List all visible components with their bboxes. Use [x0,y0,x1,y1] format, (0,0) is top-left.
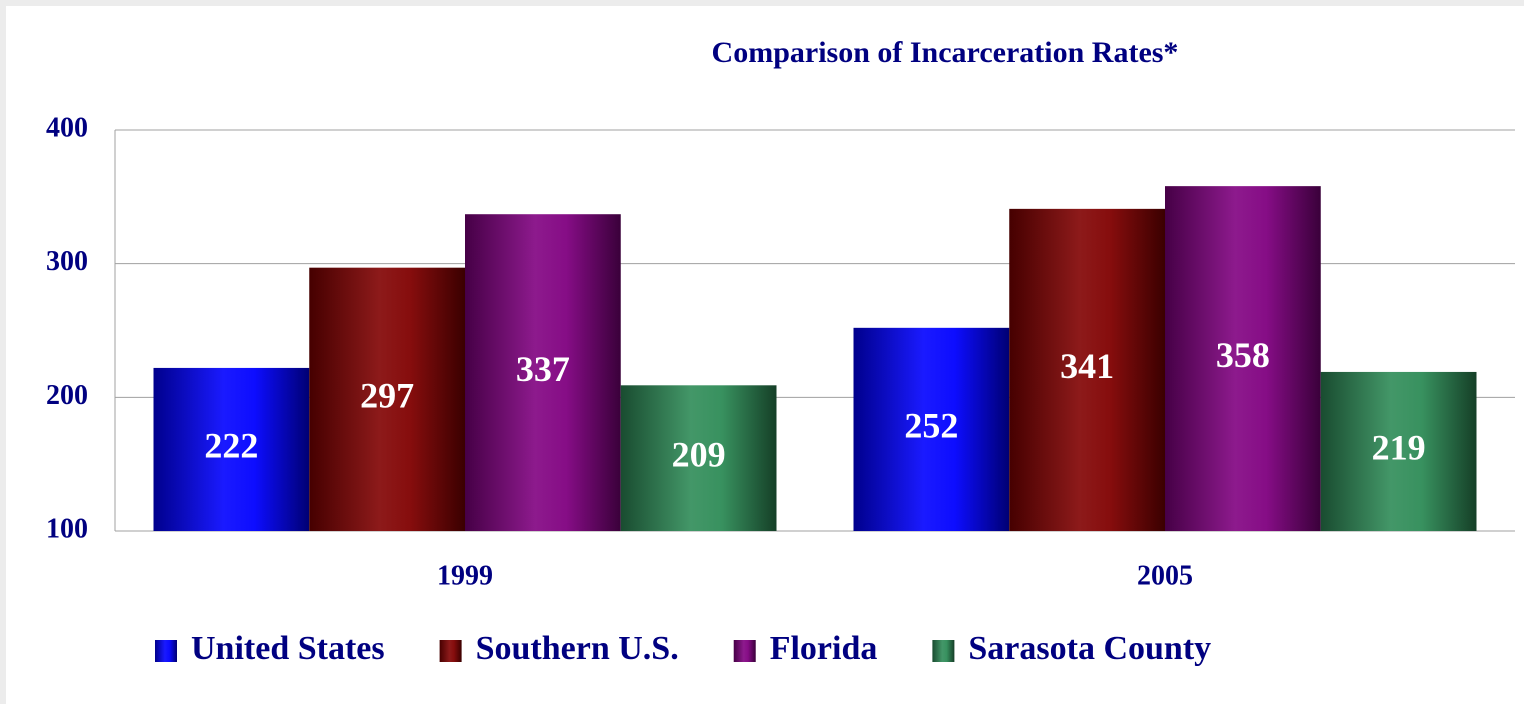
data-label: 209 [672,434,726,474]
bar [465,214,621,531]
data-label: 222 [204,426,258,466]
y-tick-label: 400 [46,112,88,143]
data-label: 337 [516,349,570,389]
bar [620,385,777,531]
y-tick-label: 200 [46,380,88,411]
legend-swatch [733,640,756,662]
y-tick-label: 100 [46,513,88,544]
legend-swatch [932,640,955,662]
bar [853,327,1010,531]
data-label: 341 [1060,346,1114,386]
legend-swatch [155,640,177,662]
data-label: 358 [1216,335,1270,375]
data-label: 219 [1372,428,1426,468]
legend-label: Sarasota County [968,630,1211,667]
legend-swatch [439,640,462,662]
bar [309,267,465,531]
bar [153,367,310,531]
x-tick-label: 2005 [1137,560,1193,591]
chart-title: Comparison of Incarceration Rates* [712,36,1179,69]
data-label: 297 [360,376,414,416]
legend-label: Southern U.S. [476,630,679,667]
data-label: 252 [904,406,958,446]
bar [1165,186,1321,531]
legend-label: Florida [770,630,878,667]
bar [1009,208,1165,531]
y-tick-label: 300 [46,246,88,277]
bar [1320,371,1477,531]
x-tick-label: 1999 [437,560,493,591]
legend-label: United States [191,630,385,667]
